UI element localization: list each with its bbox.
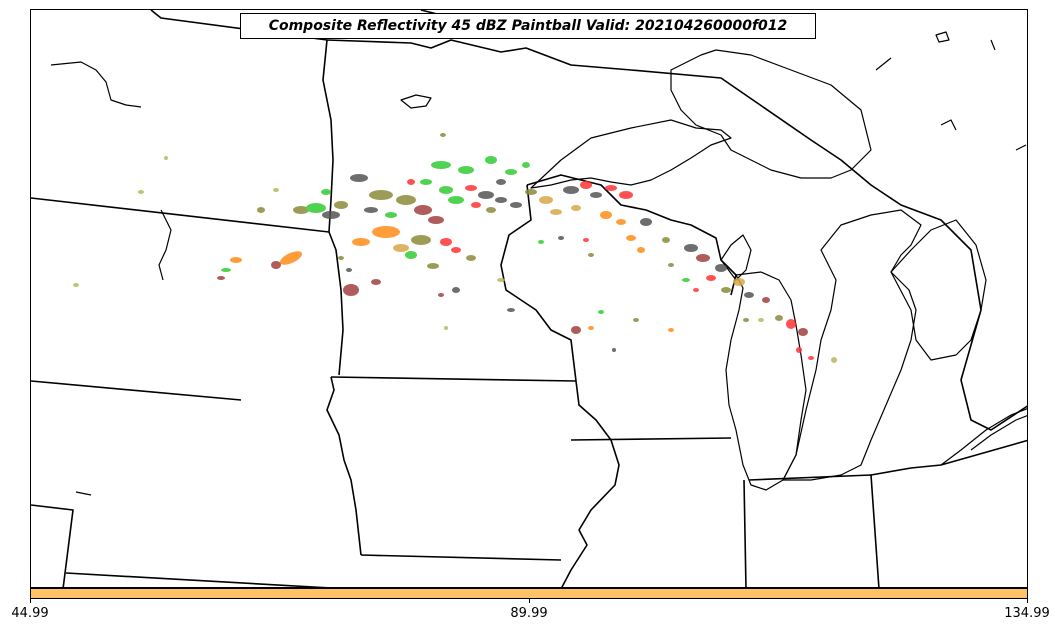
colorbar-tick-middle — [529, 599, 530, 603]
great-lakes-shorelines — [50, 31, 1027, 496]
colorbar-tick-right — [1027, 599, 1028, 603]
map-boundaries — [31, 10, 1027, 587]
paintball-blobs — [73, 133, 837, 363]
colorbar-tick-label-max: 134.99 — [1004, 606, 1050, 621]
map-title: Composite Reflectivity 45 dBZ Paintball … — [240, 13, 816, 39]
map-panel — [30, 9, 1028, 588]
colorbar-tick-label-mid: 89.99 — [510, 606, 548, 621]
map-canvas — [31, 10, 1027, 587]
colorbar — [30, 588, 1028, 599]
colorbar-tick-label-min: 44.99 — [11, 606, 49, 621]
colorbar-tick-left — [30, 599, 31, 603]
